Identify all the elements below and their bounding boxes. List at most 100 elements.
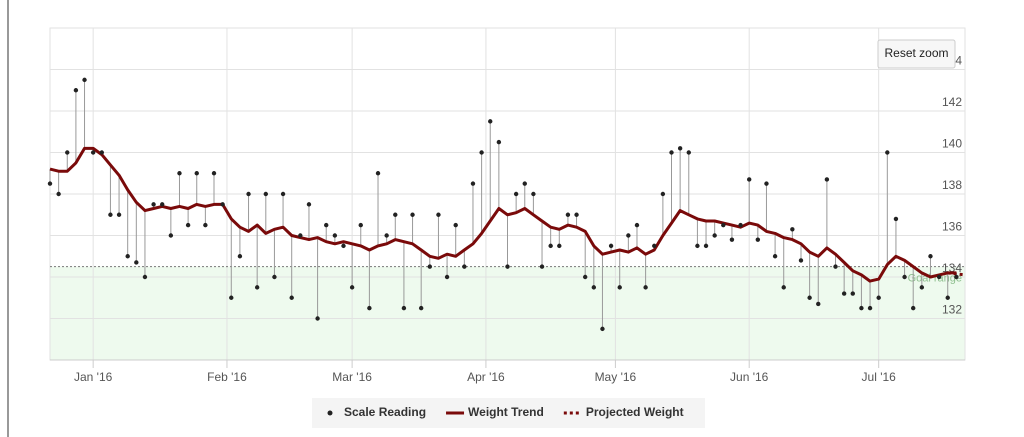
x-tick-label: Mar '16 — [332, 370, 372, 384]
x-tick-label: Feb '16 — [207, 370, 247, 384]
reading-dot — [807, 295, 812, 300]
reading-dot — [936, 274, 942, 280]
reading-dot — [677, 146, 683, 151]
y-tick-label: 142 — [942, 95, 962, 109]
reading-dot — [841, 291, 847, 296]
reading-dot — [462, 264, 467, 269]
reading-dot — [151, 202, 156, 207]
reading-dot — [565, 212, 571, 217]
legend-label: Scale Reading — [344, 405, 426, 419]
projected-line — [947, 271, 966, 277]
trend-line — [49, 146, 957, 283]
reading-dot — [65, 150, 70, 155]
reading-dot — [876, 295, 881, 300]
reading-dot — [418, 305, 424, 311]
reading-dot — [686, 150, 691, 155]
goal-label: Goal range — [908, 273, 962, 285]
reading-dot — [522, 181, 527, 186]
reading-dot — [902, 274, 907, 280]
legend-label: Weight Trend — [468, 405, 544, 419]
reading-dot — [833, 264, 838, 269]
reading-dot — [427, 264, 433, 269]
reading-dot — [444, 274, 450, 280]
reading-dot — [99, 150, 104, 155]
reading-dot — [168, 233, 174, 238]
reading-dot — [272, 274, 277, 280]
reading-dot — [574, 212, 579, 217]
legend-label: Projected Weight — [586, 405, 684, 419]
reading-dot — [505, 264, 510, 269]
button-box[interactable] — [877, 39, 956, 69]
x-tick-label: Jun '16 — [730, 370, 769, 384]
reading-dot — [867, 305, 873, 311]
reading-dot — [729, 237, 735, 242]
reading-dot — [90, 150, 96, 155]
reading-dot — [721, 222, 726, 228]
reading-dot — [289, 295, 294, 300]
reading-dot — [634, 222, 640, 228]
reading-dot — [108, 212, 113, 217]
reading-dot — [160, 202, 165, 207]
reading-dot — [254, 285, 260, 290]
reading-dot — [306, 202, 312, 207]
reading-dot — [911, 305, 916, 311]
reading-dot — [954, 274, 959, 280]
reading-dot — [746, 177, 752, 182]
reading-dot — [945, 295, 950, 300]
reading-dot — [185, 222, 191, 228]
reading-dot — [582, 274, 588, 280]
legend-marker — [327, 410, 333, 416]
reading-dot — [436, 212, 441, 217]
reading-dot — [229, 295, 234, 300]
reading-dot — [73, 88, 79, 93]
reading-dot — [695, 243, 700, 249]
reading-dot — [56, 191, 61, 197]
y-tick-label: 132 — [942, 303, 962, 317]
reading-dot — [375, 171, 381, 176]
reading-dot — [591, 285, 597, 290]
reading-dot — [47, 181, 53, 186]
reading-dot — [626, 233, 631, 238]
reading-dot — [453, 222, 458, 228]
reading-dot — [349, 285, 355, 290]
x-tick-label: May '16 — [595, 370, 637, 384]
reading-dot — [280, 191, 286, 197]
reading-dot — [513, 191, 519, 197]
reading-dot — [859, 305, 864, 311]
reading-dot — [928, 254, 933, 259]
reading-dot — [203, 222, 208, 228]
reading-dot — [850, 291, 855, 296]
reading-dot — [470, 181, 476, 186]
reading-dot — [324, 222, 329, 228]
legend: Scale Reading Weight Trend Projected Weigh… — [327, 405, 684, 419]
reading-dot — [142, 274, 148, 280]
reading-dot — [384, 233, 389, 238]
button-label[interactable]: Reset zoom — [884, 46, 948, 60]
reading-dot — [393, 212, 398, 217]
reading-dot — [885, 150, 890, 155]
reading-dot — [919, 285, 925, 290]
x-tick-label: Jan '16 — [74, 370, 113, 384]
reading-dot — [125, 254, 130, 259]
reading-dot — [738, 222, 743, 228]
reading-dot — [82, 77, 87, 83]
reset-zoom-button[interactable]: Reset zoom — [877, 39, 956, 69]
reading-dot — [496, 139, 502, 145]
reading-dot — [790, 227, 795, 232]
reading-dot — [712, 233, 717, 238]
x-tick-label: Apr '16 — [467, 370, 505, 384]
reading-dot — [134, 260, 139, 265]
reading-dot — [669, 150, 674, 155]
reading-dot — [116, 212, 122, 217]
reading-dot — [479, 150, 484, 155]
reading-dot — [488, 119, 493, 124]
reading-dot — [652, 243, 657, 249]
reading-dot — [660, 191, 666, 197]
reading-dot — [220, 202, 225, 207]
reading-dot — [764, 181, 769, 186]
reading-dot — [358, 222, 363, 228]
reading-dot — [263, 191, 269, 197]
